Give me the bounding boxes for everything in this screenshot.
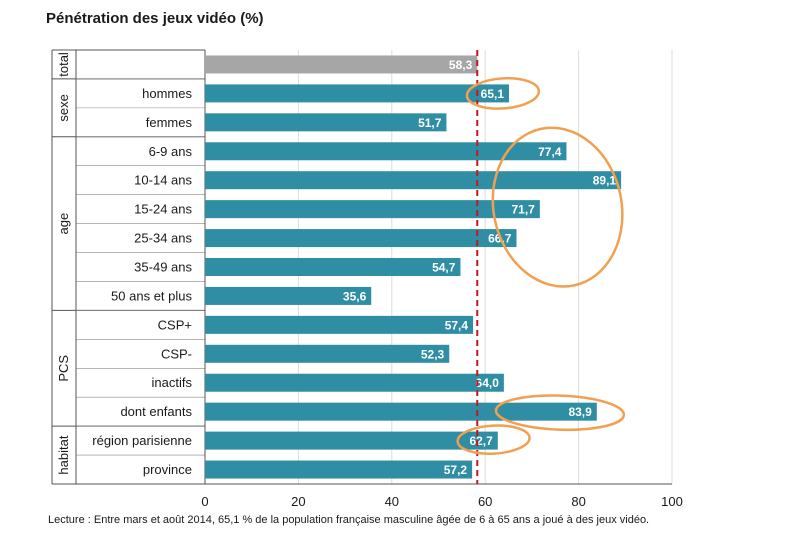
category-label: CSP- (161, 346, 192, 361)
category-label: femmes (146, 115, 193, 130)
bar (205, 171, 622, 190)
bar-value-label: 89,1 (593, 174, 617, 188)
x-tick-label: 0 (201, 494, 208, 509)
bar-value-label: 64,0 (476, 376, 500, 390)
bar (205, 142, 567, 161)
bar (205, 402, 597, 421)
group-label: habitat (56, 435, 71, 474)
group-label: sexe (56, 94, 71, 121)
bar-value-label: 83,9 (568, 405, 592, 419)
category-label: 10-14 ans (134, 173, 192, 188)
bar-value-label: 71,7 (511, 203, 535, 217)
bar-value-label: 62,7 (469, 434, 493, 448)
group-label: PCS (56, 355, 71, 382)
bar (205, 431, 498, 450)
bar (205, 200, 540, 219)
bar-value-label: 51,7 (418, 116, 442, 130)
bar (205, 286, 372, 305)
bar-value-label: 58,3 (449, 58, 473, 72)
bar (205, 84, 510, 103)
bar (205, 344, 450, 363)
category-label: 15-24 ans (134, 202, 192, 217)
x-tick-label: 20 (291, 494, 305, 509)
bar (205, 55, 478, 74)
category-label: 35-49 ans (134, 260, 192, 275)
category-label: 6-9 ans (149, 144, 193, 159)
highlight-ellipse (456, 424, 531, 455)
x-tick-label: 60 (478, 494, 492, 509)
chart-title: Pénétration des jeux vidéo (%) (46, 10, 264, 27)
bar-value-label: 57,4 (445, 318, 469, 332)
category-label: région parisienne (92, 433, 192, 448)
bar (205, 229, 517, 248)
chart-footnote: Lecture : Entre mars et août 2014, 65,1 … (48, 514, 650, 526)
category-label: 25-34 ans (134, 231, 192, 246)
bar (205, 258, 461, 276)
x-tick-label: 100 (661, 494, 683, 509)
bar (205, 460, 473, 479)
highlight-ellipse (465, 76, 541, 110)
bar (205, 113, 447, 132)
bar (205, 315, 474, 334)
category-label: dont enfants (120, 404, 192, 419)
bar-value-label: 52,3 (421, 347, 445, 361)
bar-value-label: 77,4 (538, 145, 562, 159)
highlight-ellipse (491, 126, 624, 288)
category-label: 50 ans et plus (111, 288, 192, 303)
bar-value-label: 35,6 (343, 289, 367, 303)
category-label: inactifs (152, 375, 193, 390)
bar-value-label: 65,1 (481, 87, 505, 101)
group-label: age (56, 213, 71, 235)
highlight-ellipse (494, 394, 626, 432)
x-tick-label: 80 (571, 494, 585, 509)
bar-value-label: 54,7 (432, 261, 456, 275)
group-label: total (56, 52, 71, 77)
bar (205, 373, 504, 392)
category-label: CSP+ (158, 317, 192, 332)
category-label: hommes (142, 86, 192, 101)
bar-value-label: 57,2 (444, 463, 468, 477)
category-label: province (143, 462, 192, 477)
x-tick-label: 40 (385, 494, 399, 509)
